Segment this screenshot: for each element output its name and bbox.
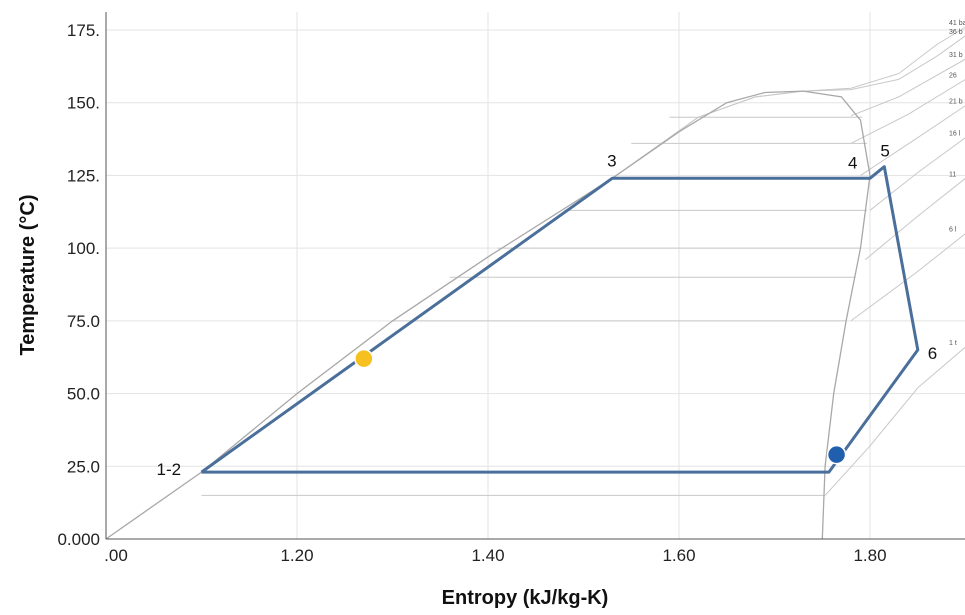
cycle-line: [200, 165, 920, 474]
saturation-dome: [105, 90, 871, 540]
state-label: 3: [607, 151, 616, 170]
isobar-label: 41 ba: [949, 20, 965, 27]
isobar-line: [850, 233, 965, 322]
isobar-label: 36 b: [949, 29, 963, 36]
isobar-label: 1 t: [949, 340, 957, 347]
x-tick-label: 1.60: [662, 546, 695, 565]
x-tick-label: 1.40: [471, 546, 504, 565]
state-marker: [354, 348, 374, 369]
y-tick-label: 125.: [67, 166, 100, 185]
two-phase-isobar-layer: [201, 116, 868, 496]
x-tick-label: 1.20: [280, 546, 313, 565]
y-tick-label: 150.: [67, 94, 100, 113]
x-tick-label: 1.80: [853, 546, 886, 565]
isobar-label: 6 l: [949, 227, 957, 234]
x-axis-title: Entropy (kJ/kg-K): [442, 587, 609, 609]
state-label: 4: [848, 153, 857, 172]
isobar-line: [864, 178, 965, 261]
y-tick-label: 75.0: [67, 312, 100, 331]
state-label: 6: [928, 344, 937, 363]
y-tick-label: 0.000: [57, 530, 100, 549]
saturation-dome-layer: [105, 90, 871, 540]
state-label-layer: 1-2 3 4 5 6: [157, 142, 938, 479]
y-axis-title: Temperature (°C): [17, 195, 39, 356]
isobar-label: 21 b: [949, 99, 963, 106]
isobar-line: [824, 346, 965, 496]
y-tick-label: 25.0: [67, 457, 100, 476]
isobar-line: [860, 105, 965, 176]
isobar-label: 11: [949, 171, 956, 178]
isobar-label: 26: [949, 72, 957, 79]
state-marker: [826, 444, 847, 465]
state-label: 5: [880, 142, 889, 161]
cycle-layer: [200, 165, 920, 474]
y-tick-label: 100.: [67, 239, 100, 258]
isobar-label: 31 b: [949, 52, 963, 59]
isobar-line: [850, 58, 965, 117]
y-tick-label: 175.: [67, 21, 100, 40]
isobar-line: [869, 137, 965, 211]
y-tick-label: 50.0: [67, 385, 100, 404]
marker-layer: [354, 348, 847, 465]
state-label: 1-2: [157, 460, 182, 479]
x-tick-label: .00: [104, 546, 128, 565]
axis-layer: [105, 12, 965, 540]
tick-label-layer: .00 1.20 1.40 1.60 1.80 0.000 25.0 50.0 75.0 100.…: [57, 21, 886, 565]
isobar-line: [850, 79, 965, 144]
isobar-label: 16 l: [949, 131, 961, 138]
